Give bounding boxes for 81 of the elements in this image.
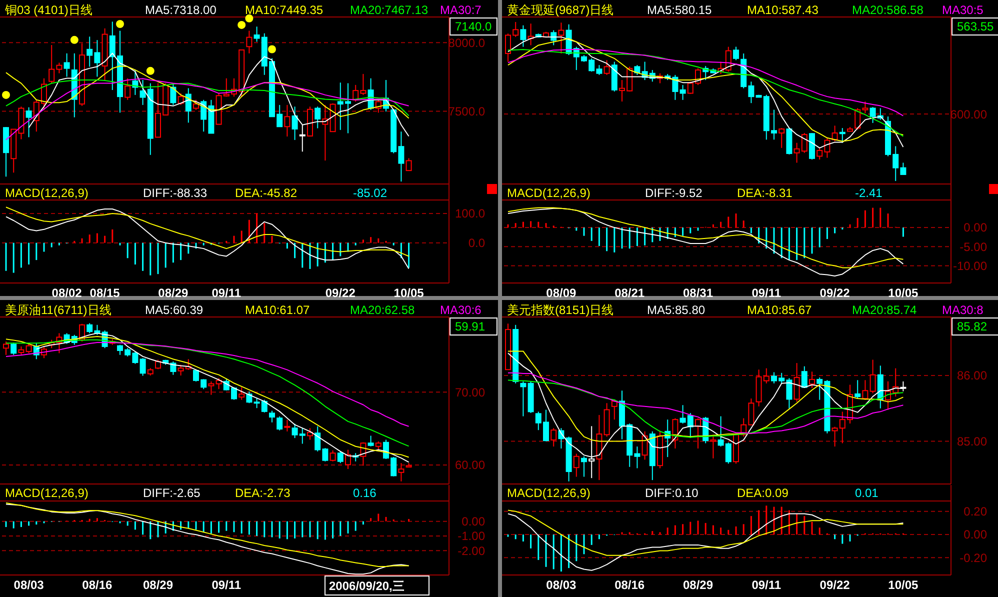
x-tick-label: 08/02	[52, 286, 82, 300]
text: 59.91	[455, 320, 486, 334]
x-tick-label: 09/11	[752, 286, 782, 300]
x-tick-label: 08/31	[682, 286, 714, 300]
text: 600.00	[950, 107, 988, 122]
chart-title: 美元指数(8151)日线	[507, 303, 614, 318]
series-label: -2.41	[855, 186, 883, 200]
y-tick-label: 70.00	[454, 385, 486, 400]
chart-title: 铜03 (4101)日线	[4, 3, 92, 18]
text: MA10:61.07	[245, 303, 310, 318]
chart-title: 黄金现延(9687)日线	[507, 3, 614, 18]
text: MA20:7467.13	[350, 3, 428, 18]
y-tick-label: -2.00	[458, 544, 486, 558]
y-tick-label: -5.00	[960, 240, 988, 254]
x-tick-label: 08/16	[82, 578, 113, 592]
y-tick-label: -1.00	[458, 529, 486, 544]
text: MA10:85.67	[747, 303, 812, 318]
x-tick-label: 09/11	[212, 286, 242, 300]
text: MA30:5	[942, 3, 984, 18]
x-tick-label: 10/05	[888, 286, 919, 300]
x-tick-label: 08/03	[14, 578, 44, 592]
text: MA30:6	[440, 303, 482, 318]
x-tick-label: 08/21	[614, 286, 645, 300]
y-tick-label: 0.0	[468, 236, 486, 250]
x-tick-label: 08/29	[682, 578, 714, 592]
y-tick-label: 60.00	[454, 458, 486, 472]
x-tick-label: 08/15	[90, 286, 120, 300]
y-tick-label: 8000.0	[448, 36, 486, 50]
text: -85.02	[353, 186, 388, 200]
series-label: 0.16	[353, 486, 377, 500]
text: DEA:-45.82	[235, 186, 298, 200]
x-tick-label: 10/05	[888, 578, 919, 592]
x-tick-label: 10/05	[394, 286, 424, 300]
chart-title: MACD(12,26,9)	[507, 186, 590, 200]
x-tick-label: 09/11	[212, 578, 242, 592]
y-tick-label: 0.20	[964, 504, 988, 519]
text: MA10:7449.35	[245, 3, 324, 18]
y-tick-label: 0.00	[964, 528, 988, 542]
text: MA5:7318.00	[145, 3, 217, 18]
y-tick-label: -0.20	[960, 550, 988, 565]
text: 7140.0	[455, 20, 492, 34]
chart-title: MACD(12,26,9)	[507, 486, 590, 500]
text: MA30:8	[942, 303, 984, 318]
text: MA5:580.15	[647, 3, 712, 18]
chart-title: MACD(12,26,9)	[5, 486, 88, 500]
y-tick-label: 0.00	[964, 220, 988, 235]
y-tick-label: 0.00	[462, 514, 486, 529]
series-label: DIFF:-88.33	[143, 186, 208, 200]
x-tick-label: 08/29	[158, 286, 189, 300]
text: MA5:60.39	[145, 303, 204, 318]
x-tick-label: 09/22	[820, 578, 850, 592]
y-tick-label: 85.00	[956, 434, 988, 448]
text: MA30:7	[440, 3, 482, 18]
x-tick-label: 09/22	[325, 286, 356, 300]
y-tick-label: 86.00	[956, 368, 988, 383]
text: MA20:62.58	[350, 303, 416, 318]
text: 85.82	[957, 320, 988, 334]
x-tick-label: 08/09	[546, 286, 577, 300]
series-label: DIFF:-2.65	[143, 486, 201, 500]
text: MA20:586.58	[852, 3, 924, 18]
text: DEA:-8.31	[737, 186, 793, 200]
y-tick-label: 7500.0	[448, 104, 486, 118]
x-tick-label: 09/22	[820, 286, 850, 300]
text: 0.01	[855, 486, 879, 500]
y-tick-label: -10.00	[952, 258, 988, 273]
chart-title: 美原油11(6711)日线	[5, 303, 112, 318]
text: DIFF:0.10	[645, 486, 699, 500]
text: MA20:85.74	[852, 303, 918, 318]
text: MA5:85.80	[647, 303, 706, 318]
x-tick-label: 08/29	[142, 578, 174, 592]
x-tick-label: 09/11	[752, 578, 782, 592]
text: DEA:-2.73	[235, 486, 291, 500]
text: DIFF:-9.52	[645, 186, 703, 200]
text: 563.55	[957, 20, 994, 34]
x-tick-label: 08/03	[546, 578, 577, 592]
text: DEA:0.09	[737, 486, 789, 500]
text: MA10:587.43	[747, 3, 819, 18]
y-tick-label: 100.0	[454, 206, 486, 221]
text: 2006/09/20,三	[329, 579, 404, 594]
chart-title: MACD(12,26,9)	[5, 186, 88, 200]
x-tick-label: 08/16	[614, 578, 645, 592]
